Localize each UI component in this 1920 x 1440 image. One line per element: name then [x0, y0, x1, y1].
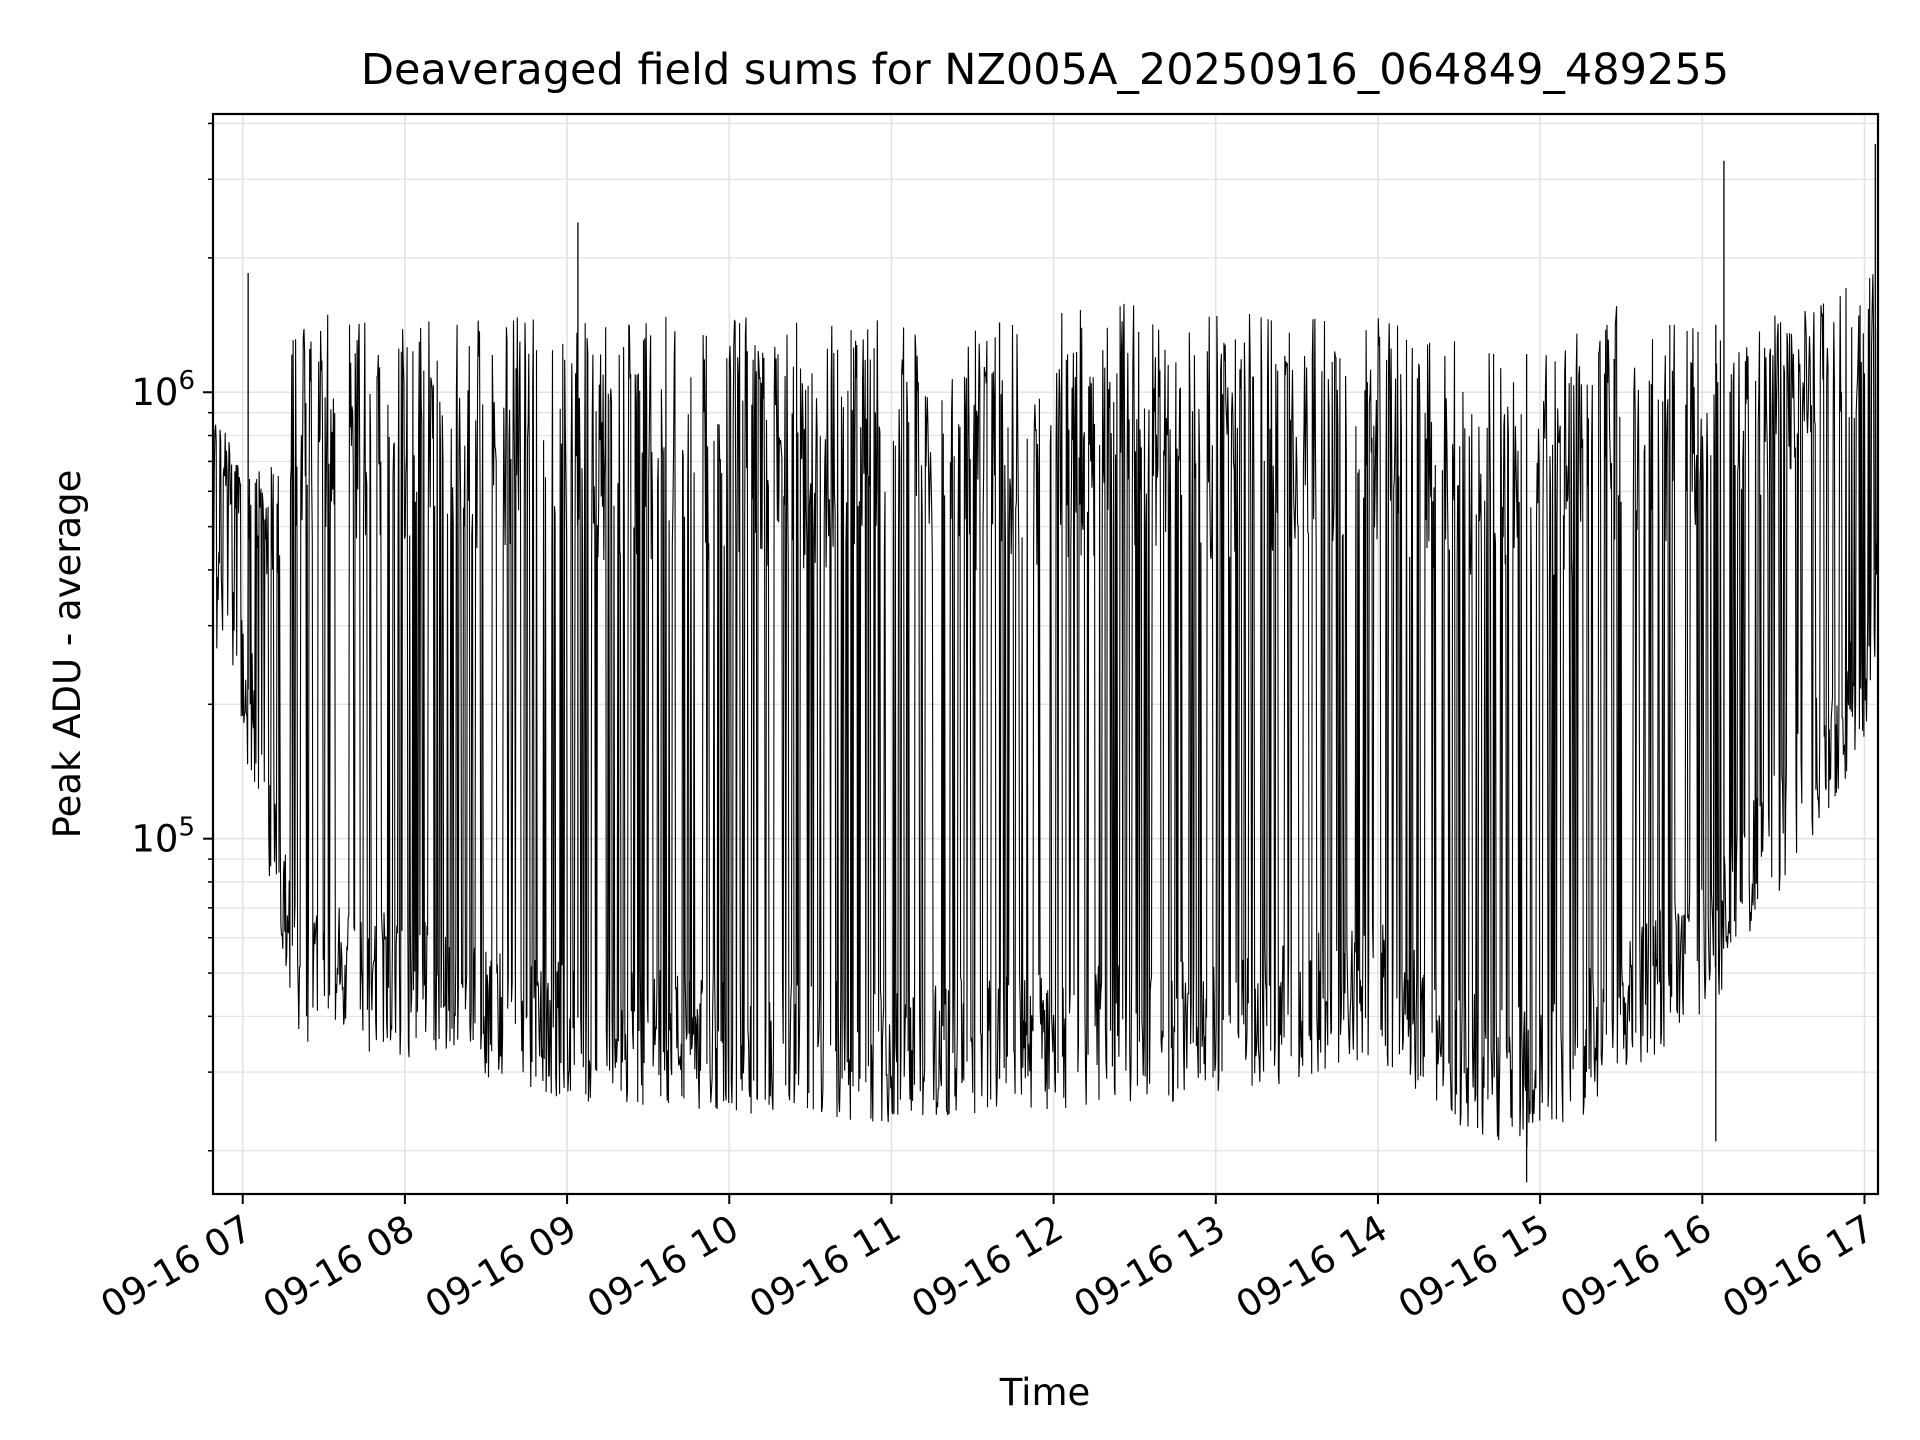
- y-tick-label: 106: [131, 366, 195, 414]
- plot-area: [212, 143, 1879, 1183]
- chart-title: Deaveraged field sums for NZ005A_2025091…: [361, 45, 1729, 95]
- y-axis-label: Peak ADU - average: [46, 470, 89, 839]
- x-axis-label: Time: [999, 1371, 1091, 1414]
- axes-frame: [211, 112, 1880, 1196]
- y-axis: 105 106: [131, 122, 213, 1152]
- series-line: [212, 274, 1879, 1147]
- y-tick-label: 105: [131, 813, 195, 861]
